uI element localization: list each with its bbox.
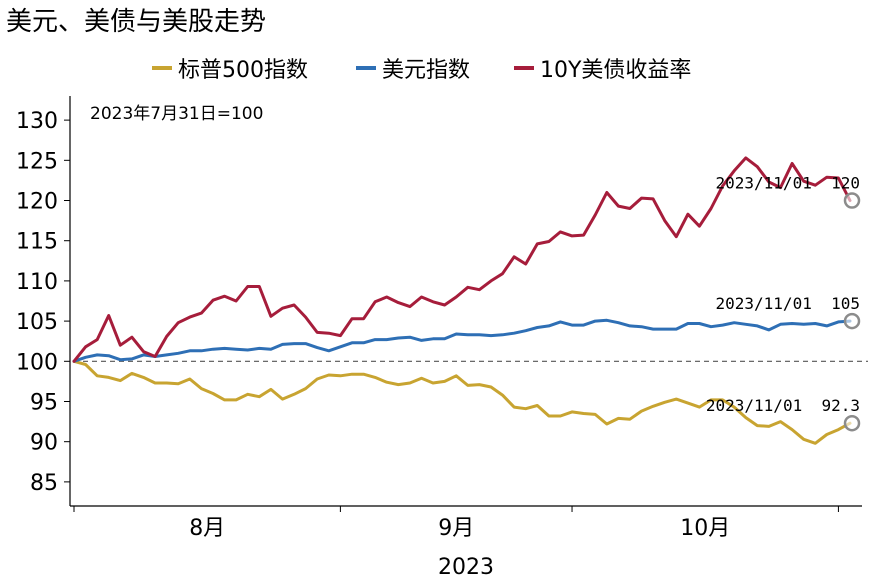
y-tick-label: 100 [16, 350, 58, 375]
y-tick-label: 85 [30, 471, 58, 496]
series-end-markers: 2023/11/01 92.3 2023/11/01 105 2023/11/01 … [706, 174, 861, 432]
legend-label-ust10y: 10Y美债收益率 [540, 58, 691, 83]
series-line-ust10y [72, 156, 852, 363]
end-label-dxy: 2023/11/01 105 [716, 294, 861, 313]
x-tick-label: 10月 [680, 516, 730, 541]
chart-title: 美元、美债与美股走势 [6, 7, 266, 37]
y-tick-label: 110 [16, 270, 58, 295]
base-note: 2023年7月31日=100 [90, 104, 263, 124]
x-tick-label: 9月 [438, 516, 474, 541]
x-axis-year-label: 2023 [438, 555, 494, 580]
end-label-sp500: 2023/11/01 92.3 [706, 396, 860, 415]
y-tick-label: 95 [30, 390, 58, 415]
series-line-sp500 [72, 359, 852, 445]
series-line-dxy [72, 318, 852, 363]
end-label-ust10y: 2023/11/01 120 [716, 174, 861, 193]
series-lines [72, 156, 852, 445]
y-tick-label: 130 [16, 109, 58, 134]
y-tick-label: 105 [16, 310, 58, 335]
legend-label-sp500: 标普500指数 [178, 58, 308, 83]
legend-label-dxy: 美元指数 [382, 58, 470, 83]
y-tick-label: 125 [16, 149, 58, 174]
legend: 标普500指数 美元指数 10Y美债收益率 [152, 58, 691, 83]
end-marker-ust10y [843, 192, 861, 209]
y-tick-label: 120 [16, 190, 58, 215]
x-tick-label: 8月 [189, 516, 225, 541]
end-marker-dxy [843, 312, 861, 330]
end-marker-sp500 [843, 414, 861, 432]
y-ticks: 85 90 95 100 105 110 115 120 125 130 [16, 109, 70, 496]
x-ticks: 8月 9月 10月 [73, 506, 839, 541]
y-tick-label: 115 [16, 230, 58, 255]
y-tick-label: 90 [30, 431, 58, 456]
